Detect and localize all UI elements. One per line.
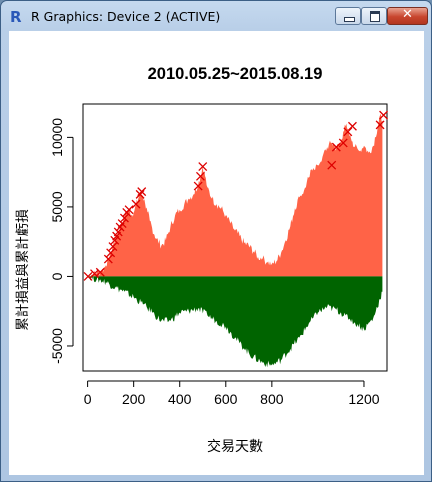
new-high-marker [117, 219, 127, 229]
chart-title: 2010.05.25~2015.08.19 [148, 65, 323, 83]
plot-area: 2010.05.25~2015.08.19 0 200 400 600 800 1200 -… [9, 31, 424, 475]
new-high-marker [124, 205, 134, 215]
close-button[interactable]: ✕ [387, 7, 428, 25]
x-tick-label: 400 [168, 391, 192, 407]
r-logo-icon: R [10, 8, 22, 26]
y-axis-label: 累計損益與累計虧損 [15, 209, 30, 331]
maximize-button[interactable] [361, 7, 387, 25]
new-high-marker [338, 138, 348, 148]
x-tick-label: 600 [214, 391, 238, 407]
new-high-marker [95, 267, 105, 277]
y-tick-label: 10000 [49, 118, 65, 157]
new-high-marker [106, 248, 116, 258]
close-icon: ✕ [402, 7, 413, 22]
new-high-marker [119, 213, 129, 223]
new-high-marker [193, 181, 203, 191]
new-high-marker [90, 269, 99, 279]
new-high-marker [375, 120, 385, 130]
new-high-marker [379, 110, 389, 120]
y-tick-label: 0 [49, 272, 65, 280]
x-tick-label: 800 [260, 391, 284, 407]
minimize-icon [344, 17, 355, 22]
y-tick-label: 5000 [49, 191, 65, 222]
new-high-marker [347, 121, 357, 131]
title-bar[interactable]: R R Graphics: Device 2 (ACTIVE) ✕ [1, 1, 431, 31]
minimize-button[interactable] [335, 7, 361, 25]
new-high-marker [113, 227, 123, 237]
x-axis-label: 交易天數 [207, 438, 263, 454]
x-tick-label: 200 [122, 391, 146, 407]
new-high-marker [137, 187, 147, 197]
new-high-marker [103, 254, 113, 264]
window-title: R Graphics: Device 2 (ACTIVE) [31, 9, 221, 24]
new-high-marker [195, 171, 205, 181]
new-high-marker [83, 271, 93, 281]
loss-area [87, 276, 383, 368]
cumulative-pnl-chart: 2010.05.25~2015.08.19 0 200 400 600 800 1200 -… [15, 65, 389, 454]
new-high-marker [331, 142, 341, 152]
new-high-marker [198, 162, 208, 172]
new-high-marker [343, 127, 353, 137]
new-high-marker [135, 189, 145, 199]
plot-region: 0 200 400 600 800 1200 -5000 0 5000 10000 [49, 103, 389, 407]
profit-area [87, 113, 383, 277]
new-high-marker [327, 160, 337, 170]
x-tick-label: 0 [84, 391, 92, 407]
plot-frame [82, 103, 388, 372]
x-tick-label: 1200 [348, 391, 379, 407]
new-high-marker [131, 199, 141, 209]
new-high-marker [108, 242, 118, 251]
y-tick-label: -5000 [49, 328, 65, 364]
maximize-icon [370, 11, 380, 22]
